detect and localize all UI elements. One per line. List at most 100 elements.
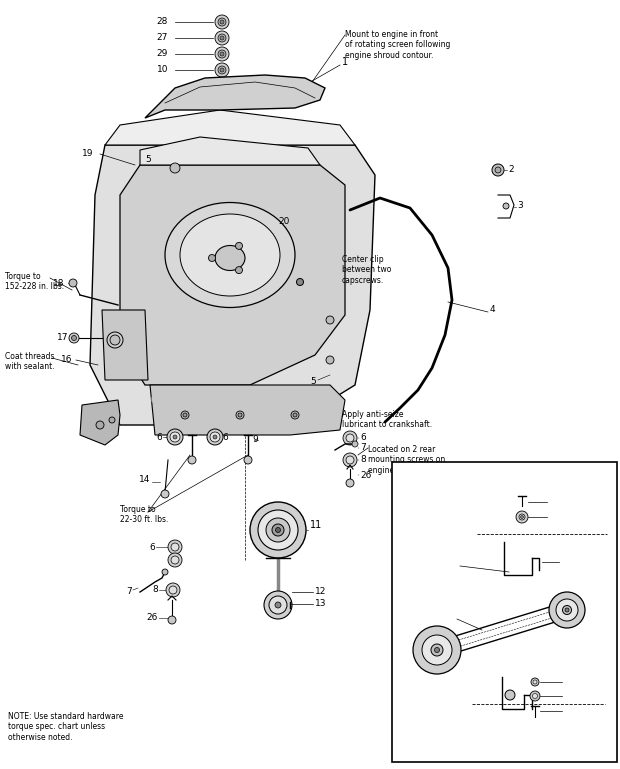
Text: BELT & BELT GUIDES: BELT & BELT GUIDES bbox=[445, 471, 564, 481]
Circle shape bbox=[109, 417, 115, 423]
Circle shape bbox=[352, 441, 358, 447]
Polygon shape bbox=[80, 400, 120, 445]
Text: 22: 22 bbox=[564, 691, 575, 701]
Circle shape bbox=[422, 635, 452, 665]
Polygon shape bbox=[120, 165, 345, 385]
Text: 14: 14 bbox=[139, 475, 150, 484]
Circle shape bbox=[343, 453, 357, 467]
Circle shape bbox=[272, 524, 284, 536]
Circle shape bbox=[236, 267, 242, 274]
Circle shape bbox=[346, 456, 354, 464]
Polygon shape bbox=[90, 145, 375, 425]
Circle shape bbox=[183, 413, 187, 417]
Circle shape bbox=[533, 680, 537, 684]
Text: 7: 7 bbox=[360, 444, 366, 452]
Text: 8: 8 bbox=[360, 455, 366, 464]
Circle shape bbox=[275, 602, 281, 608]
Circle shape bbox=[495, 167, 501, 173]
Circle shape bbox=[244, 456, 252, 464]
Circle shape bbox=[521, 515, 523, 518]
Circle shape bbox=[516, 511, 528, 523]
Text: 27: 27 bbox=[157, 34, 168, 42]
Circle shape bbox=[530, 691, 540, 701]
Text: 2: 2 bbox=[508, 165, 513, 175]
Polygon shape bbox=[102, 310, 148, 380]
Circle shape bbox=[293, 413, 297, 417]
Circle shape bbox=[215, 63, 229, 77]
Circle shape bbox=[181, 411, 189, 419]
Text: eReplacementParts.com: eReplacementParts.com bbox=[149, 394, 331, 407]
Circle shape bbox=[110, 335, 120, 345]
Text: 4: 4 bbox=[490, 305, 495, 315]
Circle shape bbox=[556, 599, 578, 621]
Ellipse shape bbox=[215, 245, 245, 271]
Circle shape bbox=[291, 411, 299, 419]
Circle shape bbox=[565, 608, 569, 612]
Circle shape bbox=[346, 479, 354, 487]
Text: 6: 6 bbox=[156, 432, 162, 441]
Circle shape bbox=[250, 502, 306, 558]
Text: 20: 20 bbox=[278, 218, 290, 227]
Text: 26: 26 bbox=[360, 471, 371, 480]
Circle shape bbox=[519, 514, 525, 520]
Circle shape bbox=[171, 556, 179, 564]
Circle shape bbox=[166, 583, 180, 597]
Circle shape bbox=[562, 605, 572, 614]
Polygon shape bbox=[150, 385, 345, 435]
Text: 23: 23 bbox=[549, 498, 560, 507]
Circle shape bbox=[170, 163, 180, 173]
Circle shape bbox=[218, 34, 226, 42]
Circle shape bbox=[220, 52, 224, 56]
Text: 6: 6 bbox=[149, 542, 155, 551]
Circle shape bbox=[167, 429, 183, 445]
Text: 6: 6 bbox=[222, 432, 228, 441]
Circle shape bbox=[218, 66, 226, 74]
Circle shape bbox=[173, 435, 177, 439]
Text: 9: 9 bbox=[252, 435, 258, 444]
Circle shape bbox=[220, 68, 224, 72]
Text: Mount to underside of
frame halfway between PTO
pulley and transaxle pulley.: Mount to underside of frame halfway betw… bbox=[427, 720, 535, 750]
Text: 6: 6 bbox=[360, 434, 366, 442]
Circle shape bbox=[296, 278, 304, 285]
Text: 7: 7 bbox=[126, 588, 132, 597]
Text: Frame: Frame bbox=[581, 523, 609, 532]
Circle shape bbox=[435, 647, 440, 653]
Text: 18: 18 bbox=[53, 278, 64, 288]
Text: 19: 19 bbox=[82, 149, 94, 158]
Circle shape bbox=[346, 434, 354, 442]
Circle shape bbox=[168, 553, 182, 567]
Circle shape bbox=[220, 20, 224, 24]
Circle shape bbox=[503, 203, 509, 209]
Circle shape bbox=[169, 586, 177, 594]
Circle shape bbox=[258, 510, 298, 550]
Circle shape bbox=[505, 690, 515, 700]
Circle shape bbox=[236, 242, 242, 249]
Text: Coat threads
with sealant.: Coat threads with sealant. bbox=[5, 352, 55, 371]
Text: Located on 2 rear
mounting screws on
engine base.: Located on 2 rear mounting screws on eng… bbox=[368, 445, 445, 474]
Circle shape bbox=[107, 332, 123, 348]
Text: 13: 13 bbox=[315, 600, 327, 608]
Circle shape bbox=[220, 36, 224, 40]
Text: 3: 3 bbox=[517, 201, 523, 209]
Circle shape bbox=[171, 543, 179, 551]
Circle shape bbox=[531, 678, 539, 686]
Text: 5: 5 bbox=[310, 378, 316, 387]
Text: NOTE: Use standard hardware
torque spec. chart unless
otherwise noted.: NOTE: Use standard hardware torque spec.… bbox=[8, 712, 123, 742]
Circle shape bbox=[264, 591, 292, 619]
Circle shape bbox=[213, 95, 223, 105]
Text: 12: 12 bbox=[315, 588, 326, 597]
Circle shape bbox=[275, 528, 280, 532]
Circle shape bbox=[69, 279, 77, 287]
Circle shape bbox=[533, 694, 538, 698]
Polygon shape bbox=[145, 75, 325, 118]
Text: 17: 17 bbox=[56, 334, 68, 342]
Circle shape bbox=[218, 18, 226, 26]
Circle shape bbox=[492, 164, 504, 176]
Circle shape bbox=[549, 592, 585, 628]
Text: 25: 25 bbox=[444, 610, 455, 618]
Text: 1: 1 bbox=[342, 57, 348, 67]
Text: 10: 10 bbox=[156, 65, 168, 75]
Text: Torque to
152-228 in. lbs.: Torque to 152-228 in. lbs. bbox=[5, 272, 64, 291]
Text: 23: 23 bbox=[564, 707, 575, 715]
Text: 22: 22 bbox=[549, 512, 560, 521]
